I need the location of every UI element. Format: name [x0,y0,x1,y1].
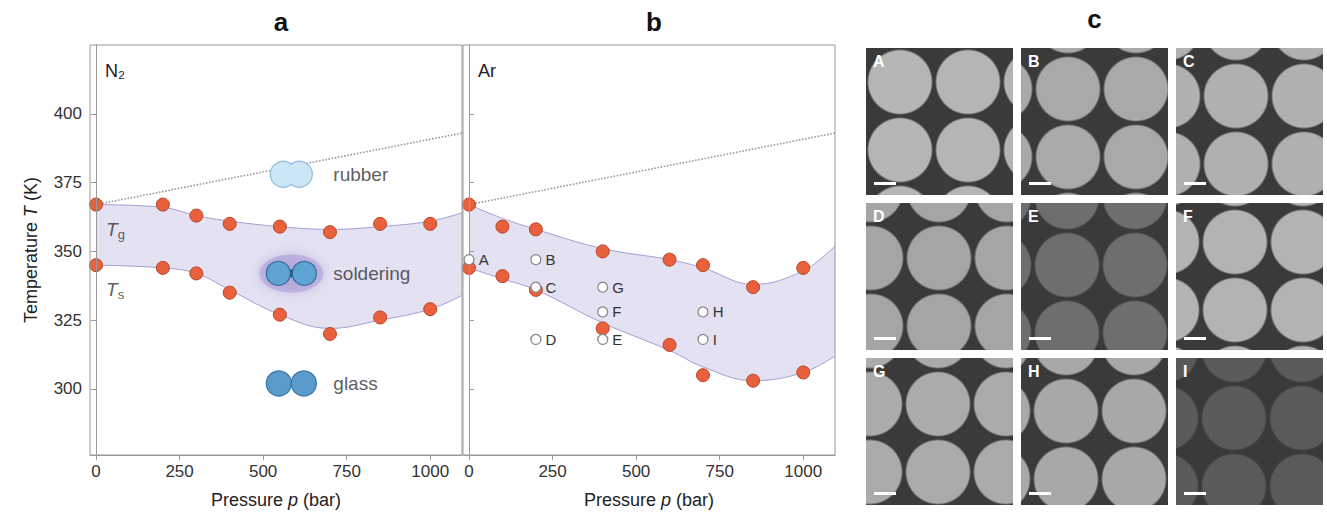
svg-text:a: a [274,7,289,37]
svg-text:350: 350 [54,242,82,261]
svg-text:D: D [546,331,557,348]
svg-text:375: 375 [54,173,82,192]
svg-text:glass: glass [333,373,377,394]
svg-text:p: p [660,490,671,510]
svg-text:Pressure: Pressure [211,490,288,510]
svg-text:g: g [118,227,125,242]
svg-text:500: 500 [249,462,277,481]
html-text:F: F [1183,208,1193,225]
svg-text:F: F [612,303,621,320]
svg-text:1000: 1000 [411,462,449,481]
svg-text:(bar): (bar) [671,490,714,510]
html-text:A: A [873,53,885,70]
svg-text:500: 500 [622,462,650,481]
svg-text:750: 750 [333,462,361,481]
svg-text:1000: 1000 [784,462,822,481]
svg-text:H: H [713,303,724,320]
svg-text:Temperature: Temperature [21,217,41,323]
svg-text:s: s [118,287,125,302]
svg-text:250: 250 [538,462,566,481]
svg-text:0: 0 [91,462,100,481]
html-text:D: D [873,208,885,225]
html-text:G: G [873,363,886,380]
svg-text:0: 0 [464,462,473,481]
svg-text:Ar: Ar [478,61,496,81]
svg-text:Pressure: Pressure [584,490,661,510]
html-text:H: H [1028,363,1040,380]
svg-text:300: 300 [54,379,82,398]
svg-text:T: T [106,218,118,240]
svg-text:G: G [612,279,624,296]
svg-text:T: T [21,206,41,217]
html-text:I: I [1183,363,1188,380]
svg-text:A: A [479,251,489,268]
svg-text:T: T [106,279,118,301]
svg-text:750: 750 [706,462,734,481]
svg-text:rubber: rubber [333,164,389,185]
svg-text:400: 400 [54,104,82,123]
svg-text:soldering: soldering [333,263,410,284]
svg-text:N₂: N₂ [105,61,125,81]
svg-text:(K): (K) [21,177,41,206]
svg-text:250: 250 [165,462,193,481]
svg-text:p: p [287,490,298,510]
svg-text:(bar): (bar) [298,490,341,510]
html-text:C: C [1183,53,1195,70]
html-text:B: B [1028,53,1040,70]
svg-text:B: B [546,251,556,268]
html-text:E: E [1028,208,1039,225]
svg-text:E: E [612,331,622,348]
html-text:c: c [1087,4,1102,34]
svg-text:C: C [546,279,557,296]
svg-text:I: I [713,331,717,348]
svg-text:325: 325 [54,311,82,330]
svg-text:b: b [646,7,662,37]
